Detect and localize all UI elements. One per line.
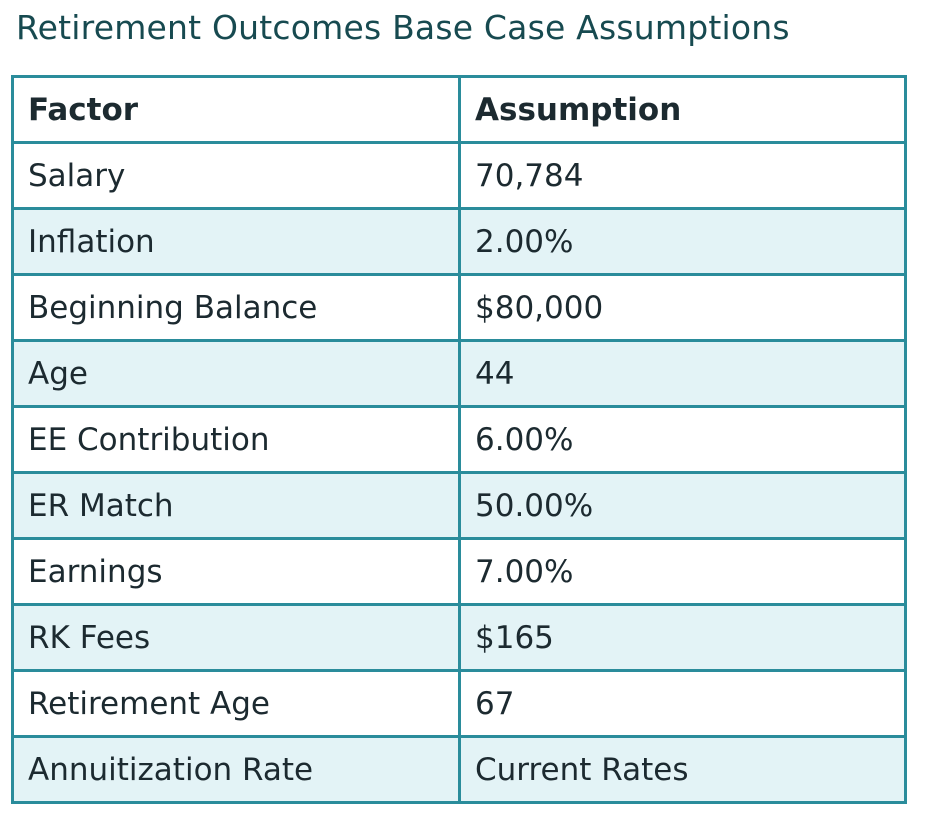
table-row: Age 44	[11, 339, 907, 408]
factor-cell: Age	[11, 339, 461, 408]
assumption-cell: 67	[458, 669, 907, 738]
table-row: Salary 70,784	[11, 141, 907, 210]
table-row: ER Match 50.00%	[11, 471, 907, 540]
assumption-cell: 44	[458, 339, 907, 408]
factor-cell: Beginning Balance	[11, 273, 461, 342]
table-row: Annuitization Rate Current Rates	[11, 735, 907, 804]
factor-cell: Inflation	[11, 207, 461, 276]
assumption-cell: $165	[458, 603, 907, 672]
column-header: Factor	[11, 75, 461, 144]
column-header: Assumption	[458, 75, 907, 144]
assumption-cell: $80,000	[458, 273, 907, 342]
table-row: RK Fees $165	[11, 603, 907, 672]
assumption-cell: 6.00%	[458, 405, 907, 474]
assumptions-table: Factor Assumption Salary 70,784 Inflation 2…	[11, 75, 907, 804]
factor-cell: ER Match	[11, 471, 461, 540]
table-header: Factor Assumption	[11, 75, 907, 144]
assumption-cell: 70,784	[458, 141, 907, 210]
assumption-cell: 2.00%	[458, 207, 907, 276]
header-row: Factor Assumption	[11, 75, 907, 144]
factor-cell: Annuitization Rate	[11, 735, 461, 804]
assumption-cell: Current Rates	[458, 735, 907, 804]
table-row: Retirement Age 67	[11, 669, 907, 738]
table-body: Salary 70,784 Inflation 2.00% Beginning Bala…	[11, 141, 907, 804]
page-title: Retirement Outcomes Base Case Assumption…	[16, 8, 790, 47]
factor-cell: Earnings	[11, 537, 461, 606]
factor-cell: Retirement Age	[11, 669, 461, 738]
assumption-cell: 7.00%	[458, 537, 907, 606]
factor-cell: Salary	[11, 141, 461, 210]
assumption-cell: 50.00%	[458, 471, 907, 540]
factor-cell: RK Fees	[11, 603, 461, 672]
table-row: Beginning Balance $80,000	[11, 273, 907, 342]
table-row: Earnings 7.00%	[11, 537, 907, 606]
table-row: EE Contribution 6.00%	[11, 405, 907, 474]
table-row: Inflation 2.00%	[11, 207, 907, 276]
factor-cell: EE Contribution	[11, 405, 461, 474]
